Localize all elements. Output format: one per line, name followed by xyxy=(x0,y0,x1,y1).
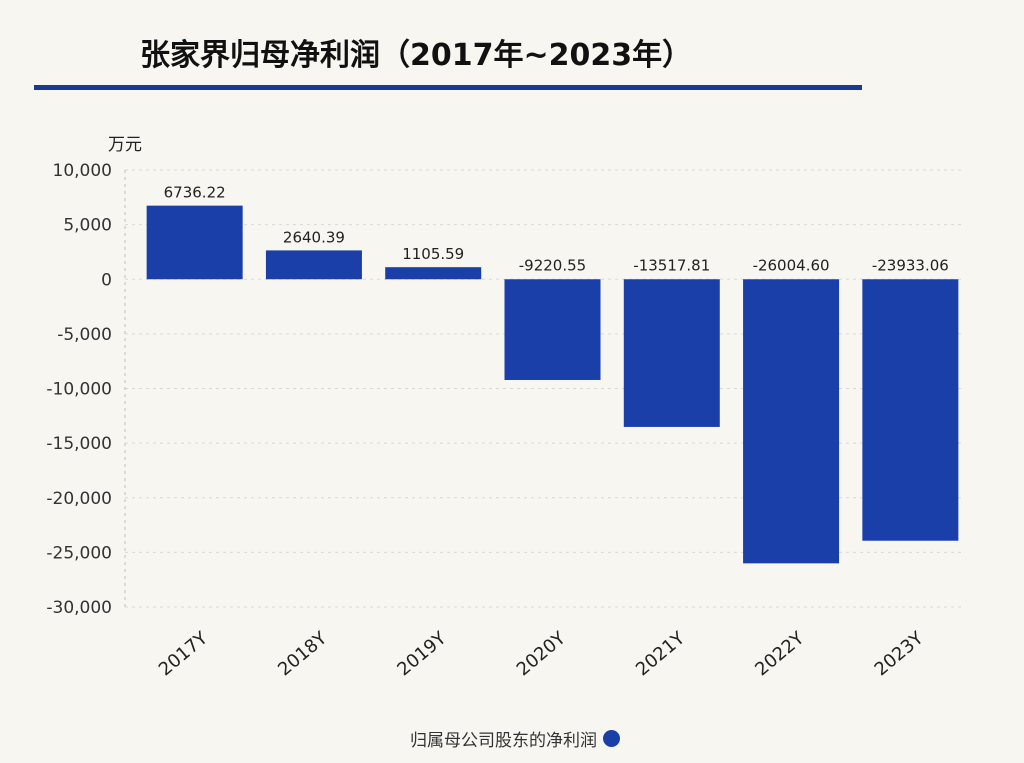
y-tick-label: 5,000 xyxy=(63,216,112,236)
bar xyxy=(146,205,243,280)
bar xyxy=(265,250,362,280)
data-label: 6736.22 xyxy=(164,184,226,202)
bar-chart: 10,000 5,000 0 -5,000 -10,000 -15,000 -20,000 -… xyxy=(46,161,965,680)
data-label: 2640.39 xyxy=(283,228,345,246)
x-tick-label: 2018Y xyxy=(274,627,332,680)
y-tick-label: 0 xyxy=(101,270,112,290)
y-tick-label: 10,000 xyxy=(53,161,112,181)
y-axis-ticks: 10,000 5,000 0 -5,000 -10,000 -15,000 -20,000 -… xyxy=(46,161,112,618)
bar xyxy=(743,279,840,564)
data-label: -23933.06 xyxy=(872,256,949,274)
y-tick-label: -15,000 xyxy=(46,434,112,454)
x-tick-label: 2022Y xyxy=(751,627,809,680)
x-axis-ticks: 2017Y 2018Y 2019Y 2020Y 2021Y 2022Y 2023Y xyxy=(155,627,928,680)
y-tick-label: -20,000 xyxy=(46,489,112,509)
legend[interactable]: 归属母公司股东的净利润 xyxy=(410,726,620,751)
chart-title: 张家界归母净利润（2017年~2023年） xyxy=(140,38,693,73)
bar xyxy=(504,279,601,380)
y-tick-label: -10,000 xyxy=(46,380,112,400)
data-label: -13517.81 xyxy=(633,256,710,274)
x-tick-label: 2020Y xyxy=(513,627,571,680)
y-tick-label: -30,000 xyxy=(46,598,112,618)
y-tick-label: -5,000 xyxy=(57,325,112,345)
y-tick-label: -25,000 xyxy=(46,543,112,563)
bar xyxy=(623,279,720,427)
legend-marker xyxy=(603,730,620,747)
x-tick-label: 2021Y xyxy=(632,627,690,680)
x-tick-label: 2019Y xyxy=(393,627,451,680)
bars xyxy=(146,205,959,564)
y-axis-unit-label: 万元 xyxy=(108,135,142,155)
data-labels: 6736.22 2640.39 1105.59 -9220.55 -13517.81 -2… xyxy=(164,184,949,275)
x-tick-label: 2017Y xyxy=(155,627,213,680)
title-underline xyxy=(34,85,862,90)
legend-label: 归属母公司股东的净利润 xyxy=(410,731,597,751)
data-label: -9220.55 xyxy=(519,256,586,274)
bar xyxy=(385,267,482,280)
data-label: -26004.60 xyxy=(753,256,830,274)
bar xyxy=(862,279,959,541)
x-tick-label: 2023Y xyxy=(871,627,929,680)
data-label: 1105.59 xyxy=(402,245,464,263)
